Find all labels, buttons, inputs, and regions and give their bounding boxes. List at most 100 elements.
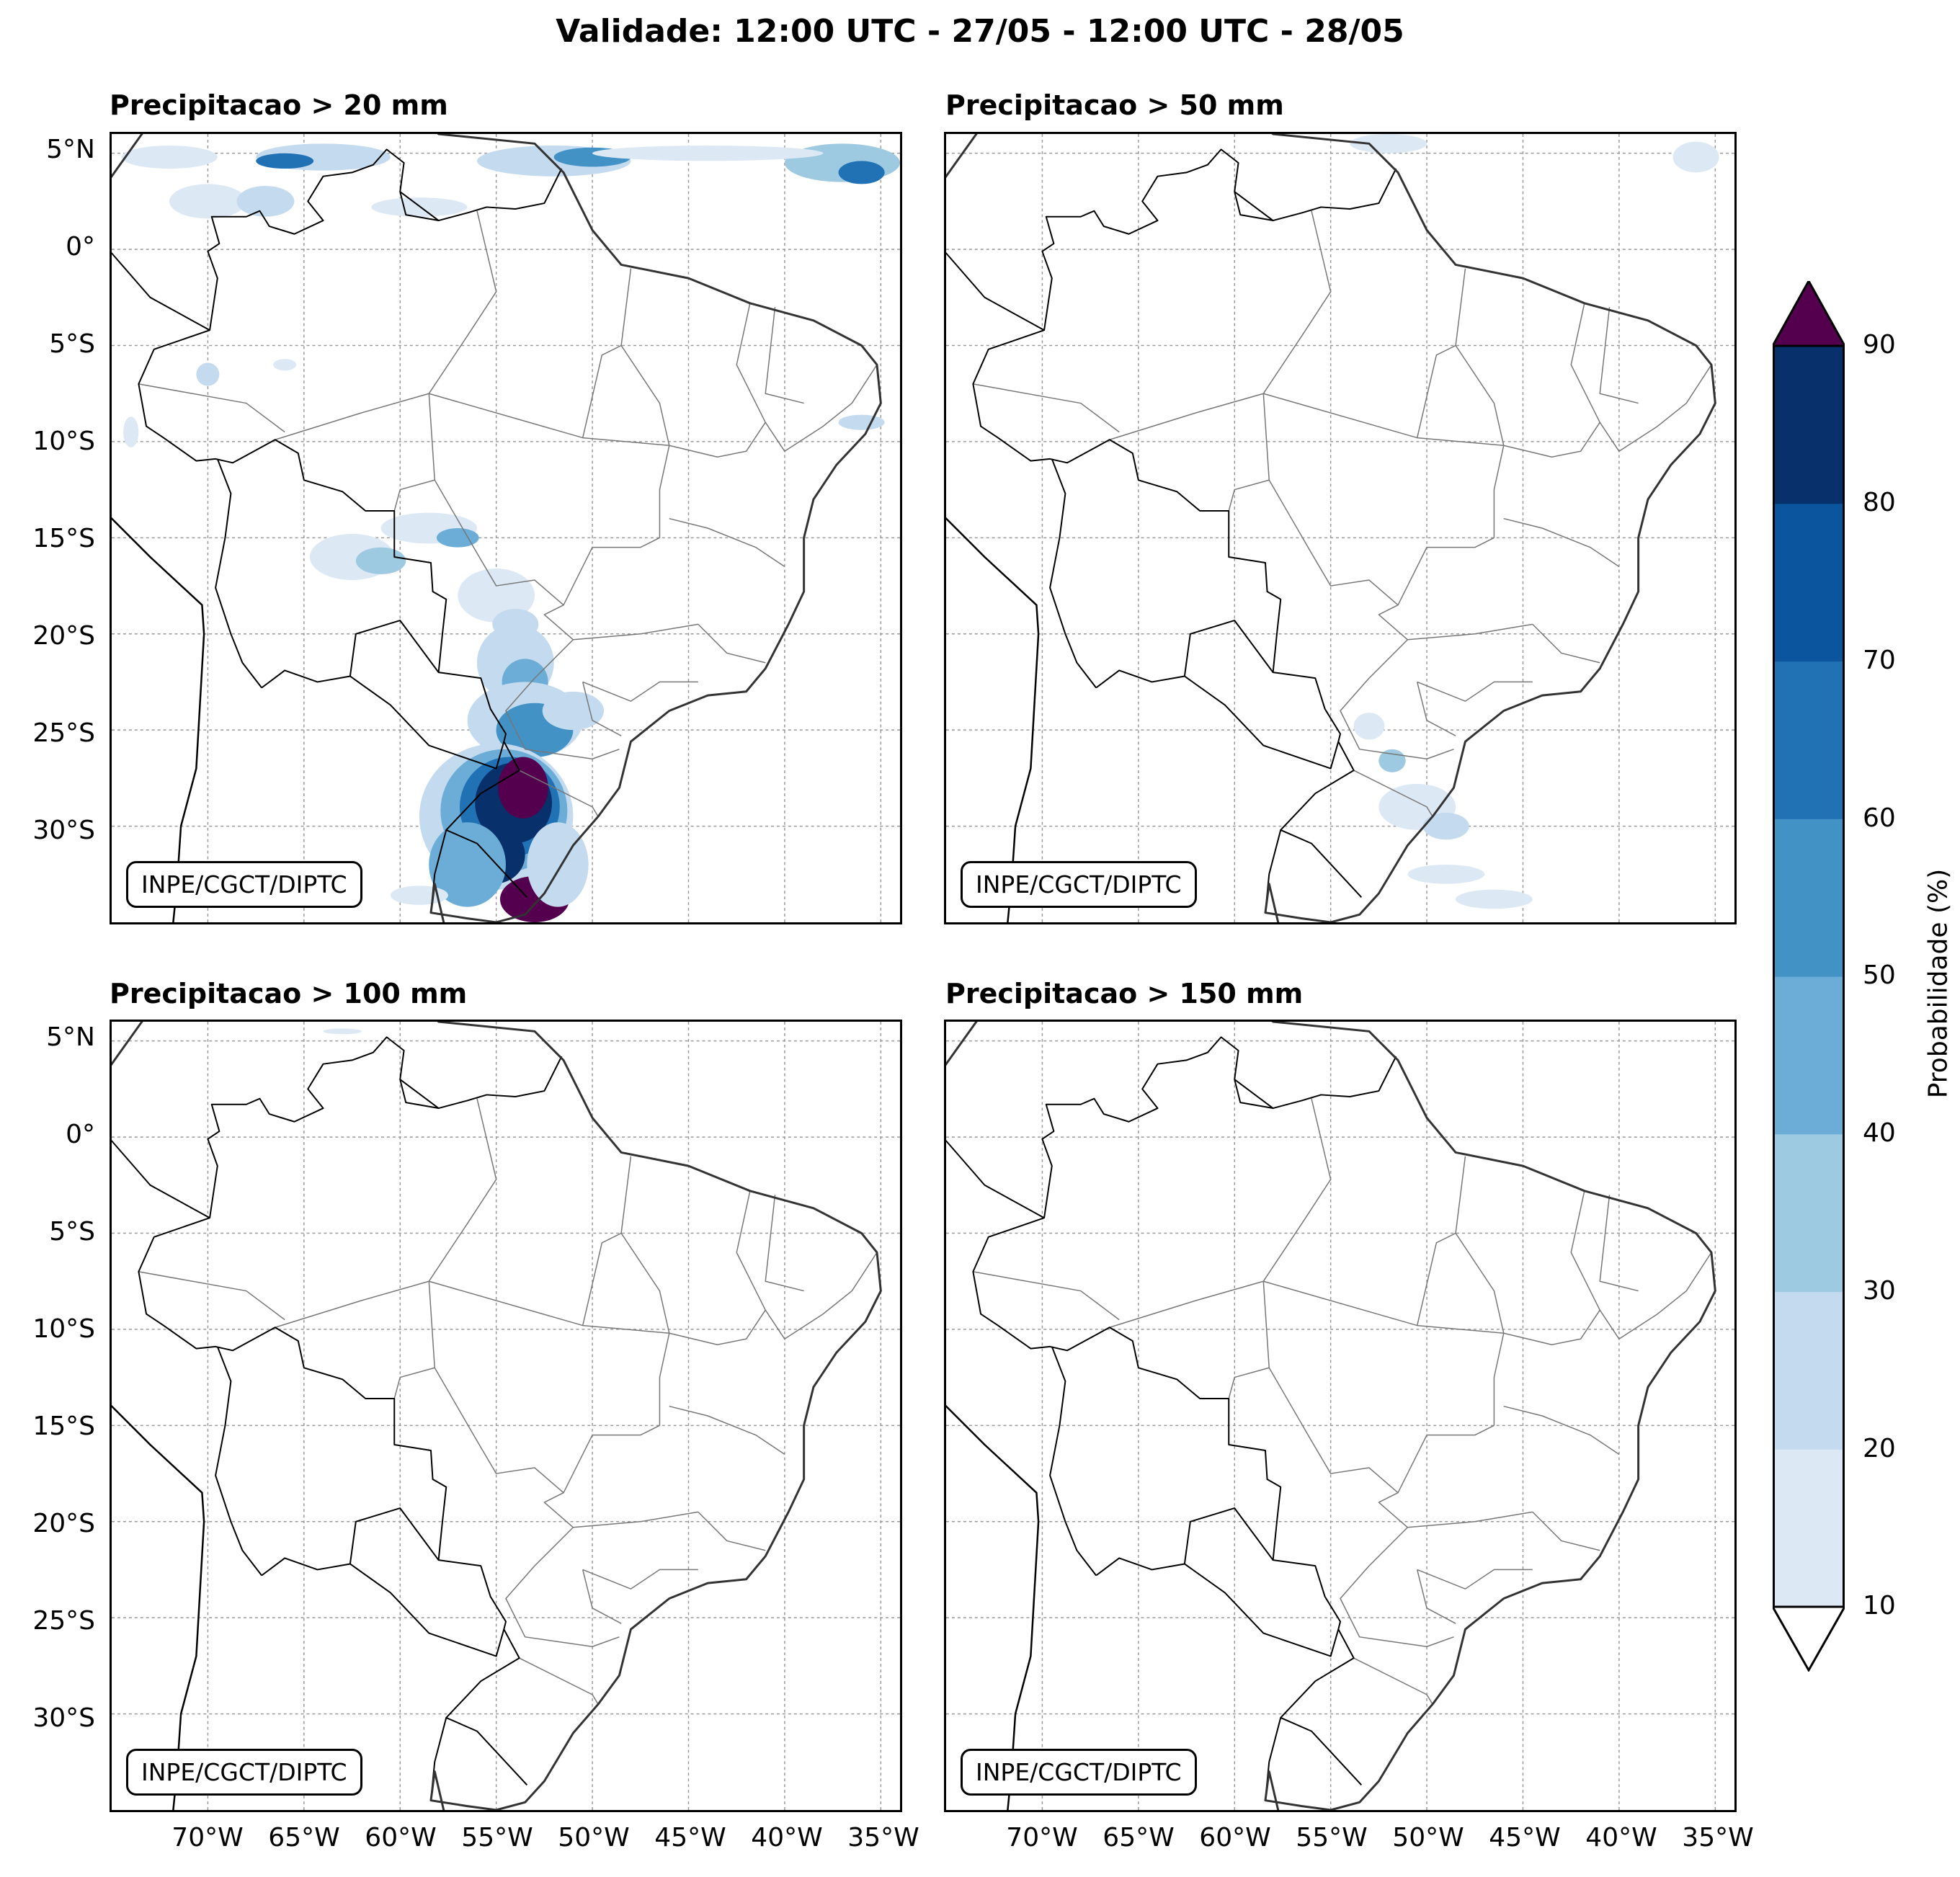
lat-label: 25°S (32, 1606, 95, 1636)
lat-label: 15°S (32, 524, 95, 553)
figure-title: Validade: 12:00 UTC - 27/05 - 12:00 UTC … (556, 13, 1404, 50)
lat-label: 10°S (32, 1314, 95, 1344)
state-border (1416, 268, 1466, 438)
coastline (112, 1404, 205, 1810)
state-border (428, 210, 497, 394)
lon-label: 35°W (847, 1823, 919, 1853)
state-border (275, 1280, 669, 1334)
colorbar-tick-label: 90 (1863, 330, 1896, 360)
state-border (428, 1281, 564, 1494)
precip-area (527, 822, 589, 907)
country-border (1049, 1346, 1097, 1577)
state-border (543, 537, 698, 641)
country-border (1183, 1507, 1340, 1657)
state-border (1340, 1527, 1454, 1647)
state-border (1262, 1098, 1332, 1282)
state-border (669, 517, 785, 568)
lon-label: 55°W (461, 1823, 533, 1853)
country-border (261, 1557, 351, 1577)
state-border (519, 770, 599, 817)
colorbar-tick-label: 30 (1863, 1276, 1896, 1306)
state-border (620, 345, 670, 538)
state-border (1353, 1657, 1433, 1705)
country-border (1183, 620, 1340, 770)
state-border (1228, 479, 1270, 512)
state-border (1503, 517, 1620, 568)
state-border (505, 639, 620, 759)
brazil-border (138, 148, 563, 898)
brazil-border (972, 1036, 1397, 1785)
precip-area (1353, 713, 1385, 740)
colorbar-tick-label: 50 (1863, 960, 1896, 990)
state-border (1503, 1405, 1620, 1455)
coastline (946, 517, 1040, 922)
coastline (946, 1022, 1716, 1810)
state-border (1416, 1156, 1466, 1326)
lat-label: 5°N (46, 135, 95, 164)
coastline (112, 1022, 882, 1810)
map-canvas (946, 1022, 1734, 1810)
lat-label: 30°S (32, 1703, 95, 1733)
precip-area (355, 547, 406, 575)
state-border (1599, 1195, 1639, 1292)
country-border (349, 1507, 505, 1657)
colorbar-segment (1773, 976, 1845, 1135)
precip-area (1422, 812, 1469, 840)
colorbar-segment (1773, 503, 1845, 662)
country-border (261, 669, 351, 689)
lat-label: 0° (66, 232, 95, 262)
lon-label: 70°W (1006, 1823, 1078, 1853)
country-border (215, 458, 262, 689)
state-border (1417, 1569, 1533, 1590)
country-borders (946, 134, 1716, 922)
panel-title-150mm: Precipitacao > 150 mm (945, 978, 1304, 1009)
lon-label: 65°W (268, 1823, 340, 1853)
state-border (1503, 303, 1600, 458)
state-border (138, 383, 285, 433)
state-border (582, 268, 632, 438)
map-canvas (112, 134, 900, 922)
colorbar-segment (1773, 1291, 1845, 1450)
lon-label: 70°W (172, 1823, 244, 1853)
map-panel-20mm: INPE/CGCT/DIPTC (110, 132, 902, 924)
state-border (582, 682, 622, 736)
state-border (505, 1527, 620, 1647)
state-border (1599, 307, 1639, 404)
lon-label: 65°W (1102, 1823, 1175, 1853)
colorbar-segment (1773, 661, 1845, 819)
coastline (946, 1404, 1040, 1810)
lon-label: 50°W (1392, 1823, 1464, 1853)
precip-area (273, 359, 297, 371)
country-border (399, 191, 440, 221)
lon-label: 60°W (365, 1823, 437, 1853)
precip-area (371, 197, 468, 217)
country-border (112, 252, 210, 331)
colorbar (1773, 281, 1845, 1672)
state-border (393, 1367, 435, 1399)
precipitation-probability-shading (323, 1028, 362, 1035)
country-border (1095, 1557, 1185, 1577)
state-border (1353, 770, 1433, 817)
state-border (1532, 623, 1600, 664)
colorbar-segment (1773, 346, 1845, 504)
brazil-border (972, 148, 1397, 898)
colorbar-segment (1773, 1449, 1845, 1608)
lat-label: 0° (66, 1120, 95, 1149)
state-border (698, 1511, 766, 1551)
state-border (1340, 639, 1454, 759)
precip-area (256, 153, 314, 169)
precip-area (1456, 889, 1533, 909)
lon-label: 45°W (1489, 1823, 1561, 1853)
precip-area (169, 184, 246, 219)
coastline (946, 134, 1716, 922)
precip-area (1672, 141, 1719, 173)
state-border (669, 1190, 766, 1345)
lat-label: 15°S (32, 1412, 95, 1441)
state-border (582, 681, 698, 702)
state-border (765, 1252, 878, 1340)
map-canvas (946, 134, 1734, 922)
lon-label: 55°W (1296, 1823, 1368, 1853)
precip-area (436, 528, 479, 548)
state-border (1455, 345, 1505, 538)
colorbar-tick-label: 70 (1863, 646, 1896, 675)
